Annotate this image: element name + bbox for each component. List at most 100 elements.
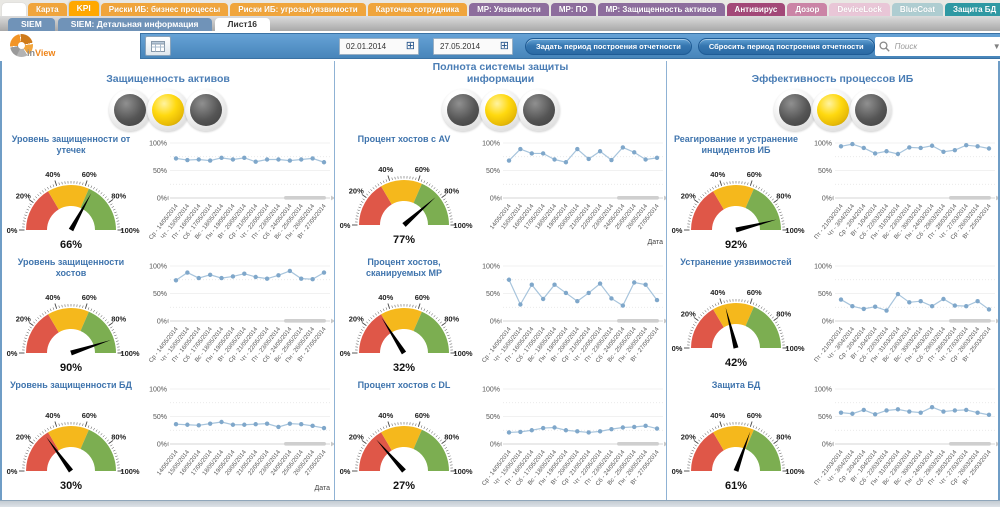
svg-text:50%: 50% [153,168,167,175]
svg-text:100%: 100% [482,264,500,271]
svg-text:0%: 0% [157,442,167,449]
kpi-title: Уровень защищенности от утечек [11,134,131,155]
traffic-light [109,89,227,131]
svg-text:100%: 100% [785,467,805,476]
svg-text:40%: 40% [710,288,725,297]
top-tab-0[interactable] [2,3,26,16]
dropdown-arrow-icon[interactable]: ▼ [992,41,1000,51]
svg-text:20%: 20% [16,191,31,200]
top-tab-13[interactable]: Защита БД [945,3,1000,16]
kpi-trend-chart: 0%50%100%14/05/201415/05/201416/05/20141… [482,141,666,246]
top-tab-6[interactable]: МР: Уязвимости [469,3,549,16]
svg-text:0%: 0% [822,196,832,203]
kpi-gauge-block: Уровень защищенности хостов 0% 20% 40% 60% 80… [2,254,140,377]
kpi-column-header: Эффективность процессов ИБ [667,61,998,131]
search-box[interactable]: ▼ [874,36,1000,56]
traffic-light-off-icon [446,94,479,127]
traffic-light-off-icon [854,94,887,126]
traffic-light-lamp [109,89,151,131]
top-tab-1[interactable]: Карта [28,3,67,16]
svg-text:80%: 80% [776,191,791,200]
calendar-icon[interactable]: ⊞ [499,39,509,52]
date-from-field[interactable]: 02.01.2014 ⊞ [339,37,419,55]
kpi-title: Процент хостов с DL [357,380,451,390]
sheet-tab-2[interactable]: Лист16 [214,18,271,31]
calendar-icon [151,41,165,52]
kpi-chart-block: 0% 50% 100% Пт - 21/03/2014 Чт - 3/04/2014 Ср… [805,377,998,500]
svg-text:0%: 0% [490,442,500,449]
top-tab-5[interactable]: Карточка сотрудника [367,3,468,16]
svg-text:0%: 0% [822,442,832,449]
date-to-value: 27.05.2014 [440,41,481,51]
svg-text:100%: 100% [120,349,140,358]
kpi-row: Процент хостов с AV 0% 20% 40% 60% 80% 100% 77%… [335,131,666,254]
kpi-title: Защита БД [711,380,761,390]
top-tab-7[interactable]: МР: ПО [550,3,596,16]
svg-text:40%: 40% [378,411,393,420]
svg-text:0%: 0% [340,467,351,476]
top-tab-10[interactable]: Дозор [787,3,828,16]
svg-text:60%: 60% [415,165,430,174]
kpi-gauge-block: Уровень защищенности от утечек 0% 20% 40% 60… [2,131,140,254]
svg-text:20%: 20% [681,432,696,441]
kpi-row: Защита БД 0% 20% 40% 60% 80% 100% 61% 0% 50% 100% П… [667,377,998,500]
kpi-value: 92% [724,238,748,251]
sheet-tab-0[interactable]: SIEM [8,18,55,31]
svg-text:80%: 80% [111,314,126,323]
svg-text:0%: 0% [7,349,18,358]
svg-text:40%: 40% [378,165,393,174]
sheet-tab-1[interactable]: SIEM: Детальная информация [57,18,212,31]
top-tab-11[interactable]: DeviceLock [829,3,890,16]
kpi-gauge-block: Устранение уязвимостей 0% 20% 40% 60% 80% 100%… [667,254,805,377]
svg-text:80%: 80% [111,191,126,200]
traffic-light-lamp [185,89,227,131]
kpi-value: 66% [59,238,83,251]
top-tab-8[interactable]: МР: Защищенность активов [597,3,725,16]
set-period-button[interactable]: Задать период построения отчетности [525,37,692,55]
bottom-scrollbar[interactable] [0,500,1000,507]
kpi-gauge-block: Процент хостов с DL 0% 20% 40% 60% 80% 100% 27% [335,377,473,500]
kpi-gauge: 0% 20% 40% 60% 80% 100% [672,288,805,353]
top-tab-2[interactable]: KPI [68,1,99,16]
top-tab-9[interactable]: Антивирус [726,3,786,16]
top-tab-4[interactable]: Риски ИБ: угрозы/уязвимости [230,3,366,16]
kpi-title: Уровень защищенности БД [10,380,132,390]
kpi-value: 77% [392,234,416,246]
svg-text:100%: 100% [482,387,500,394]
column-title: Эффективность процессов ИБ [751,72,914,85]
kpi-chart-block: 0% 50% 100% Ср - 14/05/2014 Чт - 15/05/2014 П… [473,377,666,500]
svg-text:60%: 60% [747,411,762,420]
svg-text:0%: 0% [672,226,683,235]
svg-text:100%: 100% [120,467,140,476]
date-from-value: 02.01.2014 [346,41,387,51]
svg-text:50%: 50% [153,414,167,421]
top-tab-3[interactable]: Риски ИБ: бизнес процессы [100,3,229,16]
top-tab-12[interactable]: BlueCoat [891,3,944,16]
traffic-light-off-icon [114,94,146,126]
kpi-chart-block: 0% 50% 100% Пт - 21/03/2014 Чт - 3/04/2014 Ср… [805,131,998,254]
kpi-row: Устранение уязвимостей 0% 20% 40% 60% 80% 100%… [667,254,998,377]
date-to-field[interactable]: 27.05.2014 ⊞ [433,37,513,55]
traffic-light-lamp [479,89,522,132]
kpi-chart-block: 0% 50% 100% Ср - 14/05/2014 Чт - 15/05/2014 П… [140,131,334,254]
search-input[interactable] [892,40,990,52]
calendar-button[interactable] [145,36,171,56]
kpi-value: 32% [392,361,416,374]
toolbar: inView 02.01.2014 ⊞ 27.05.2014 ⊞ Зада [0,31,1000,61]
kpi-gauge-block: Процент хостов, сканируемых МР 0% 20% 40% 60… [335,254,473,377]
traffic-light-lamp [773,89,816,131]
traffic-light-on-icon [152,94,184,126]
search-icon [879,40,890,52]
svg-text:0%: 0% [7,467,18,476]
kpi-gauge: 0% 20% 40% 60% 80% 100% [340,165,473,230]
reset-period-button[interactable]: Сбросить период построения отчетности [697,37,875,55]
svg-text:0%: 0% [340,349,351,358]
calendar-icon[interactable]: ⊞ [405,39,415,52]
traffic-light-off-icon [522,94,555,127]
kpi-gauge: 0% 20% 40% 60% 80% 100% [340,411,473,476]
kpi-gauge: 0% 20% 40% 60% 80% 100% [7,292,140,358]
svg-text:0%: 0% [157,319,167,326]
